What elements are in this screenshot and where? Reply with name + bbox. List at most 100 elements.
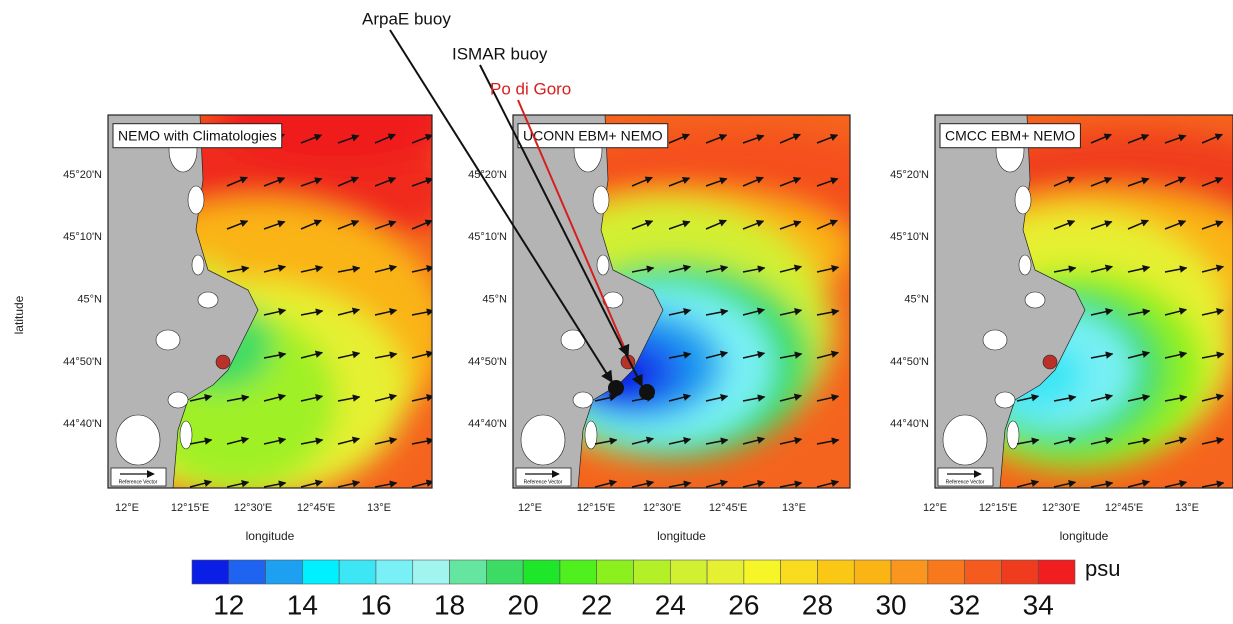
colorbar-tick-label: 14 [287, 589, 318, 620]
lagoon [180, 421, 192, 449]
y-tick-label: 44°40'N [468, 418, 507, 430]
colorbar-tick-label: 34 [1023, 589, 1054, 620]
lagoon [521, 415, 565, 465]
colorbar-box [707, 560, 744, 584]
lagoon [188, 186, 204, 214]
x-tick-label: 13°E [367, 502, 391, 514]
y-tick-label: 44°50'N [63, 356, 102, 368]
x-tick-label: 12°30'E [643, 502, 681, 514]
page: {"annotations": [ {"label": "ArpaE buoy"… [0, 0, 1233, 624]
panel-title: CMCC EBM+ NEMO [945, 128, 1075, 144]
po-di-goro-mouth [1043, 355, 1057, 369]
y-tick-label: 44°50'N [890, 356, 929, 368]
x-tick-label: 12°45'E [709, 502, 747, 514]
x-tick-label: 12°15'E [171, 502, 209, 514]
po-di-goro-mouth [216, 355, 230, 369]
x-tick-label: 12°E [518, 502, 542, 514]
colorbar-box [450, 560, 487, 584]
reference-label: Reference Vector [946, 479, 985, 485]
annotation: Po di Goro [490, 79, 571, 98]
x-tick-label: 12°E [923, 502, 947, 514]
y-tick-label: 45°10'N [63, 231, 102, 243]
lagoon [983, 330, 1007, 350]
y-tick-label: 45°20'N [468, 169, 507, 181]
colorbar-tick-label: 32 [949, 589, 980, 620]
y-axis-title: latitude [12, 295, 26, 334]
colorbar-tick-label: 24 [655, 589, 686, 620]
colorbar-box [597, 560, 634, 584]
colorbar-box [1001, 560, 1038, 584]
colorbar-box [560, 560, 597, 584]
y-tick-label: 44°40'N [890, 418, 929, 430]
colorbar-box [339, 560, 376, 584]
lagoon [1015, 186, 1031, 214]
colorbar-box [266, 560, 303, 584]
lagoon [1007, 421, 1019, 449]
colorbar-box [744, 560, 781, 584]
x-tick-label: 12°30'E [1042, 502, 1080, 514]
colorbar-box [192, 560, 229, 584]
colorbar-tick-label: 18 [434, 589, 465, 620]
lagoon [192, 255, 204, 275]
y-tick-label: 45°N [77, 294, 102, 306]
colorbar-box [965, 560, 1002, 584]
x-tick-label: 12°45'E [1105, 502, 1143, 514]
lagoon [198, 292, 218, 308]
annotation: ArpaE buoy [362, 9, 451, 28]
x-tick-label: 12°45'E [297, 502, 335, 514]
map-panel [915, 115, 1233, 488]
reference-label: Reference Vector [119, 479, 158, 485]
x-tick-label: 13°E [1175, 502, 1199, 514]
colorbar-box [928, 560, 965, 584]
colorbar-box [376, 560, 413, 584]
ismar-buoy [639, 384, 655, 400]
x-tick-label: 12°15'E [577, 502, 615, 514]
lagoon [1019, 255, 1031, 275]
colorbar-unit: psu [1085, 556, 1120, 581]
y-tick-label: 45°10'N [468, 231, 507, 243]
colorbar-box [486, 560, 523, 584]
colorbar-tick-label: 20 [508, 589, 539, 620]
panel-title: NEMO with Climatologies [118, 128, 277, 144]
x-tick-label: 12°E [115, 502, 139, 514]
colorbar-box [817, 560, 854, 584]
x-tick-label: 13°E [782, 502, 806, 514]
lagoon [995, 392, 1015, 408]
lagoon [943, 415, 987, 465]
colorbar-tick-label: 22 [581, 589, 612, 620]
colorbar-box [891, 560, 928, 584]
y-tick-label: 44°50'N [468, 356, 507, 368]
colorbar-tick-label: 30 [875, 589, 906, 620]
arpae-buoy [608, 380, 624, 396]
y-tick-label: 45°10'N [890, 231, 929, 243]
salinity-blob [218, 70, 458, 170]
colorbar-tick-label: 26 [728, 589, 759, 620]
x-tick-label: 12°30'E [234, 502, 272, 514]
lagoon [585, 421, 597, 449]
colorbar-tick-label: 16 [360, 589, 391, 620]
x-tick-label: 12°15'E [979, 502, 1017, 514]
lagoon [156, 330, 180, 350]
y-tick-label: 45°20'N [890, 169, 929, 181]
colorbar-box [1038, 560, 1075, 584]
panel-title: UCONN EBM+ NEMO [523, 128, 663, 144]
y-tick-label: 45°N [482, 294, 507, 306]
figure: latitude NEMO with Climatologies Referenc… [0, 0, 1233, 624]
x-axis-title: longitude [246, 529, 295, 543]
lagoon [116, 415, 160, 465]
colorbar-box [634, 560, 671, 584]
colorbar-box [670, 560, 707, 584]
colorbar-tick-label: 28 [802, 589, 833, 620]
lagoon [168, 392, 188, 408]
annotation: ISMAR buoy [452, 44, 548, 63]
y-tick-label: 44°40'N [63, 418, 102, 430]
colorbar-box [413, 560, 450, 584]
colorbar-box [523, 560, 560, 584]
colorbar-tick-label: 12 [213, 589, 244, 620]
colorbar-box [302, 560, 339, 584]
reference-label: Reference Vector [524, 479, 563, 485]
y-tick-label: 45°20'N [63, 169, 102, 181]
lagoon [573, 392, 593, 408]
colorbar-box [854, 560, 891, 584]
x-axis-title: longitude [657, 529, 706, 543]
